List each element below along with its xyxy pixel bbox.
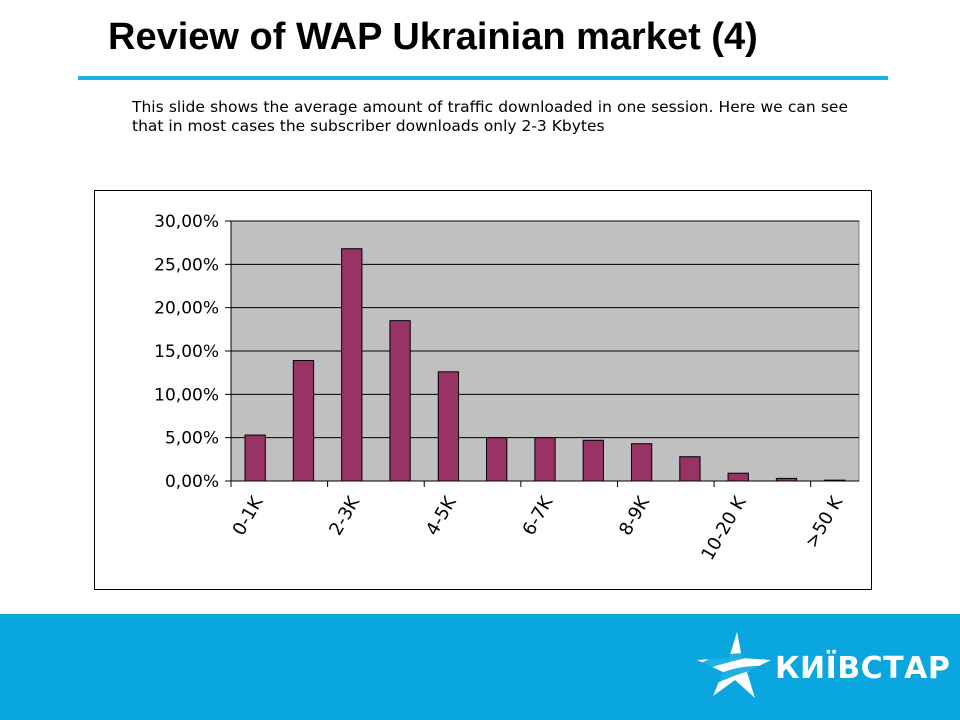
- bar-0-1K: [244, 434, 266, 482]
- bar->50 K: [824, 479, 846, 482]
- slide-title: Review of WAP Ukrainian market (4): [108, 16, 758, 58]
- x-tick-label: 4-5K: [422, 492, 461, 539]
- x-tick-label: 6-7K: [519, 492, 558, 539]
- x-tick-label: >50 K: [801, 492, 848, 552]
- bar-3-4K: [389, 320, 411, 482]
- brand-name: КИЇВСТАР: [775, 651, 951, 686]
- title-underline: [78, 76, 888, 80]
- bar-20-50 K: [775, 477, 798, 482]
- bar-7-8K: [582, 439, 604, 482]
- slide-description: This slide shows the average amount of t…: [132, 98, 848, 135]
- y-tick-label: 25,00%: [154, 255, 219, 275]
- bar-chart: 0,00% 5,00% 10,00% 15,00% 20,00% 25,00% 30,00%…: [154, 212, 860, 564]
- y-tick-label: 5,00%: [165, 429, 219, 449]
- x-tick-label: 10-20 K: [697, 492, 751, 564]
- y-tick-label: 0,00%: [165, 472, 219, 492]
- chart-area: 0,00% 5,00% 10,00% 15,00% 20,00% 25,00% 30,00%…: [94, 190, 872, 590]
- footer-band: [0, 614, 960, 720]
- y-tick-label: 15,00%: [154, 342, 219, 362]
- x-tick-label: 2-3K: [325, 492, 364, 539]
- bar-9-10K: [679, 456, 701, 482]
- bar-5-6K: [486, 437, 508, 482]
- x-tick-label: 8-9K: [615, 492, 654, 539]
- bar-1-2K: [292, 360, 315, 482]
- x-tick-label: 0-1K: [229, 492, 268, 539]
- bar-10-20 K: [727, 472, 749, 482]
- star-icon: [693, 630, 773, 704]
- y-tick-label: 20,00%: [154, 299, 219, 319]
- y-tick-label: 10,00%: [154, 385, 219, 405]
- bar-6-7K: [534, 437, 556, 482]
- bar-2-3K: [341, 248, 363, 482]
- bar-4-5K: [437, 371, 460, 482]
- bar-8-9K: [630, 443, 653, 482]
- y-tick-label: 30,00%: [154, 212, 219, 232]
